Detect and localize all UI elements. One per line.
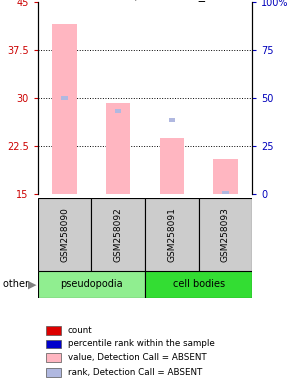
Text: GSM258090: GSM258090 [60,207,69,262]
Text: ▶: ▶ [28,279,36,289]
Text: count: count [68,326,93,335]
Text: percentile rank within the sample: percentile rank within the sample [68,339,215,349]
Bar [46,340,61,348]
Text: GSM258092: GSM258092 [114,207,123,262]
Bar [91,198,145,271]
Bar [38,198,91,271]
Bar [38,271,145,298]
Bar [222,191,229,195]
Bar [46,368,61,377]
Text: cell bodies: cell bodies [173,279,225,289]
Bar [115,109,122,113]
Text: other: other [3,279,32,289]
Text: rank, Detection Call = ABSENT: rank, Detection Call = ABSENT [68,368,202,377]
Bar [160,137,184,194]
Text: GSM258091: GSM258091 [167,207,176,262]
Text: pseudopodia: pseudopodia [60,279,123,289]
Bar [145,271,252,298]
Title: GDS3288 / 1452974_at: GDS3288 / 1452974_at [72,0,218,1]
Bar [168,118,175,122]
Bar [61,96,68,100]
Text: value, Detection Call = ABSENT: value, Detection Call = ABSENT [68,353,206,362]
Text: GSM258093: GSM258093 [221,207,230,262]
Bar [46,353,61,362]
Bar [199,198,252,271]
Bar [106,103,130,194]
Bar [145,198,199,271]
Bar [213,159,238,194]
Bar [52,24,77,194]
Bar [46,326,61,335]
